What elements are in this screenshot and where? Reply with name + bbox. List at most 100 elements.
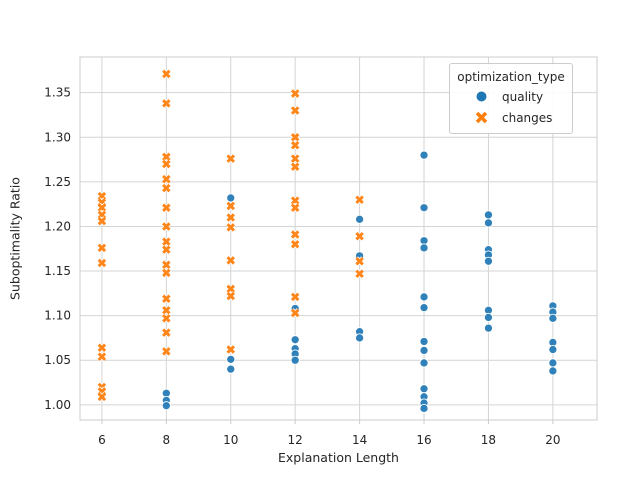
data-point-changes xyxy=(290,154,300,163)
data-point-quality xyxy=(290,335,300,345)
data-point-changes xyxy=(226,154,236,163)
data-point-changes xyxy=(97,243,107,253)
x-tick-label: 8 xyxy=(163,433,171,447)
data-point-changes xyxy=(290,141,300,150)
data-point-changes xyxy=(290,230,300,239)
data-point-changes xyxy=(290,292,300,302)
data-point-quality xyxy=(419,358,429,368)
data-point-changes xyxy=(290,308,300,318)
data-point-changes xyxy=(162,183,171,193)
data-point-quality xyxy=(226,193,236,203)
data-point-quality xyxy=(483,218,493,228)
data-point-changes xyxy=(162,222,171,231)
data-point-changes xyxy=(290,106,300,115)
x-tick-label: 20 xyxy=(545,433,560,447)
data-point-quality xyxy=(290,355,300,365)
data-point-quality xyxy=(419,345,429,355)
data-point-changes xyxy=(162,99,171,108)
data-point-changes xyxy=(97,343,107,353)
data-point-quality xyxy=(226,364,236,374)
y-tick-label: 1.35 xyxy=(44,86,71,100)
data-point-changes xyxy=(290,133,300,142)
x-tick-label: 18 xyxy=(481,433,496,447)
data-point-quality xyxy=(548,366,558,376)
legend-label-changes: changes xyxy=(502,110,553,125)
data-point-quality xyxy=(161,401,171,411)
data-point-quality xyxy=(419,150,429,160)
y-tick-label: 1.15 xyxy=(44,264,71,278)
data-point-changes xyxy=(97,352,107,361)
data-point-changes xyxy=(162,314,171,323)
data-point-changes xyxy=(162,245,171,254)
data-point-changes xyxy=(226,201,236,211)
data-point-quality xyxy=(419,292,429,302)
plot-border xyxy=(79,56,598,421)
y-axis-label: Suboptimality Ratio xyxy=(7,177,23,300)
data-point-quality xyxy=(419,403,429,413)
data-point-changes xyxy=(162,159,171,169)
x-tick-label: 14 xyxy=(352,433,367,447)
data-point-changes xyxy=(162,347,171,356)
data-point-changes xyxy=(355,232,364,241)
data-point-changes xyxy=(162,69,171,79)
data-point-quality xyxy=(419,243,429,253)
legend: optimization_type quality changes xyxy=(449,63,573,134)
x-axis-label: Explanation Length xyxy=(278,450,399,465)
data-point-changes xyxy=(97,203,107,212)
data-point-quality xyxy=(548,313,558,323)
data-point-changes xyxy=(226,223,236,232)
data-point-changes xyxy=(290,162,300,171)
data-point-quality xyxy=(548,358,558,368)
x-tick-label: 16 xyxy=(416,433,431,447)
data-point-changes xyxy=(226,291,236,301)
x-tick-label: 12 xyxy=(288,433,303,447)
data-point-changes xyxy=(355,256,364,266)
y-tick-label: 1.20 xyxy=(44,219,71,233)
data-point-quality xyxy=(419,384,429,394)
data-point-changes xyxy=(162,237,171,246)
legend-title: optimization_type xyxy=(457,70,565,84)
data-point-changes xyxy=(162,260,171,270)
data-point-changes xyxy=(162,152,171,162)
data-point-changes xyxy=(226,213,236,222)
x-marker-icon xyxy=(475,111,488,124)
legend-label-quality: quality xyxy=(502,89,544,104)
data-point-changes xyxy=(97,258,107,268)
data-point-changes xyxy=(162,294,171,303)
data-point-changes xyxy=(355,269,364,278)
y-tick-label: 1.25 xyxy=(44,175,71,189)
data-point-quality xyxy=(355,214,365,224)
data-point-changes xyxy=(290,240,300,249)
legend-entry-quality: quality xyxy=(450,86,572,107)
data-point-quality xyxy=(419,203,429,213)
data-point-changes xyxy=(162,203,171,212)
data-point-changes xyxy=(226,284,236,294)
data-point-changes xyxy=(290,89,300,98)
data-point-quality xyxy=(483,323,493,333)
data-point-quality xyxy=(226,354,236,364)
data-point-changes xyxy=(162,174,171,184)
data-point-quality xyxy=(483,210,493,220)
data-point-changes xyxy=(226,256,236,265)
data-point-quality xyxy=(483,312,493,322)
data-point-changes xyxy=(290,203,300,212)
data-point-quality xyxy=(419,303,429,313)
data-point-quality xyxy=(419,336,429,347)
x-tick-label: 6 xyxy=(98,433,106,447)
y-tick-label: 1.05 xyxy=(44,353,71,367)
y-tick-label: 1.10 xyxy=(44,309,71,323)
data-point-changes xyxy=(97,216,107,226)
circle-marker-icon xyxy=(476,91,487,102)
data-point-changes xyxy=(162,328,171,337)
legend-entry-changes: changes xyxy=(450,107,572,128)
data-point-quality xyxy=(355,333,365,343)
data-point-changes xyxy=(97,392,107,402)
y-tick-label: 1.30 xyxy=(44,130,71,144)
y-tick-label: 1.00 xyxy=(44,398,71,412)
data-point-changes xyxy=(290,196,300,205)
data-point-quality xyxy=(483,256,493,266)
data-point-quality xyxy=(548,344,558,355)
data-point-changes xyxy=(162,306,171,315)
